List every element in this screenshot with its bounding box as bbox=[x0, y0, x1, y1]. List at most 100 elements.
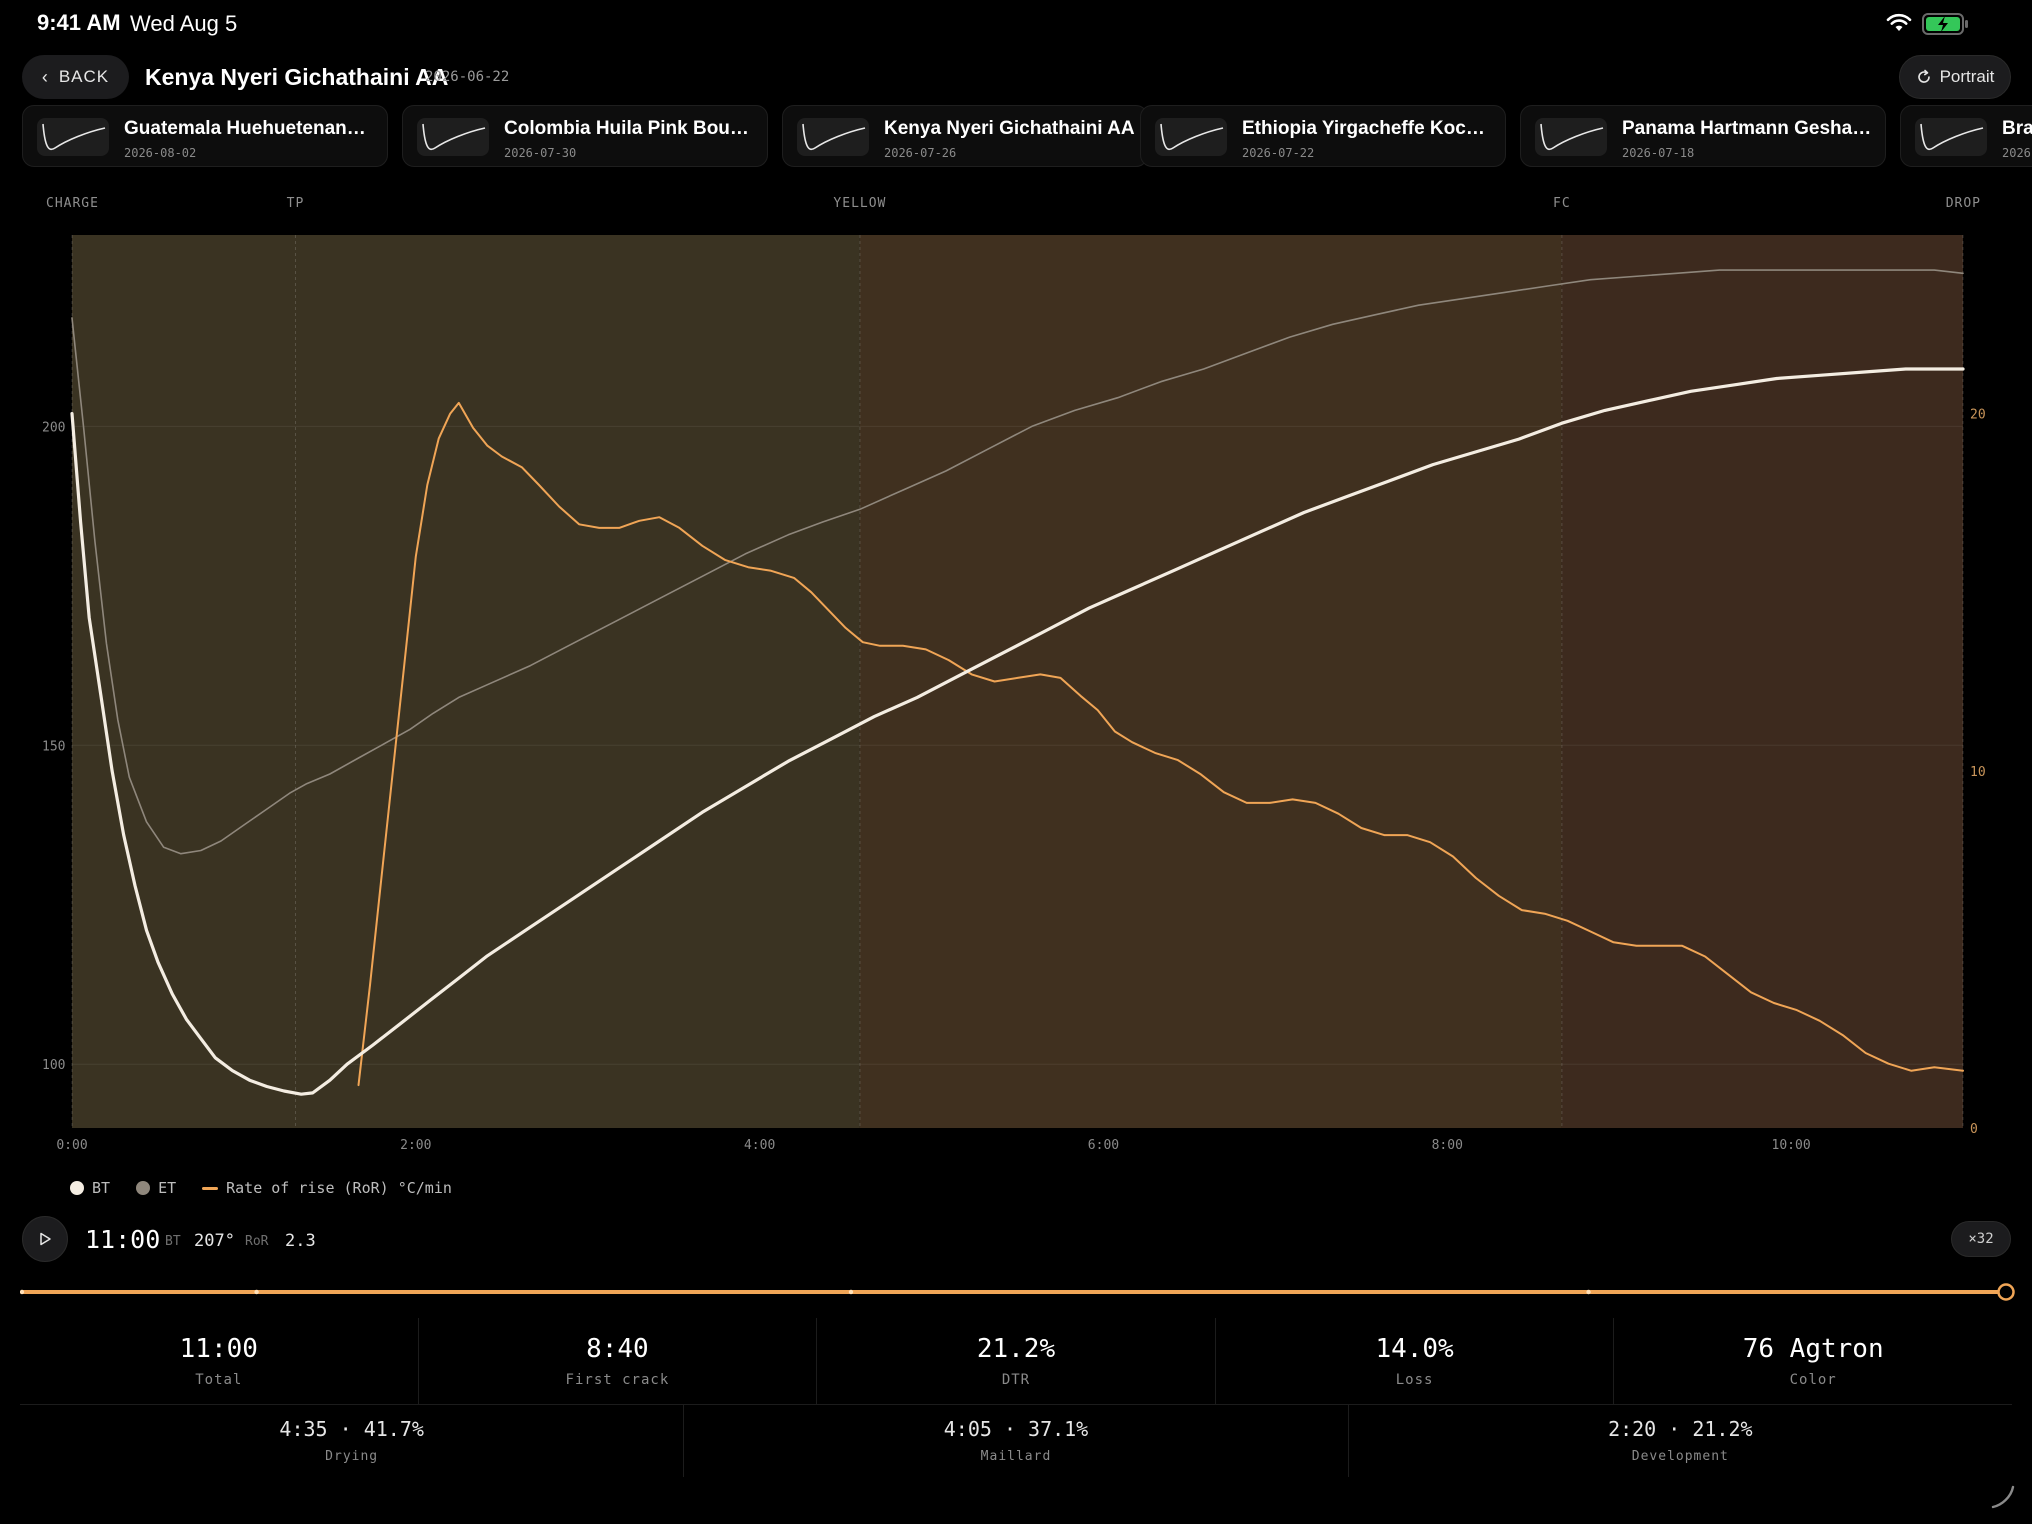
x-tick-label: 8:00 bbox=[1432, 1138, 1463, 1153]
back-button[interactable]: ‹ BACK bbox=[22, 55, 129, 99]
roast-stats: 11:00 Total 8:40 First crack 21.2% DTR 1… bbox=[20, 1318, 2012, 1404]
wifi-icon bbox=[1886, 13, 1912, 31]
stat-label: First crack bbox=[565, 1372, 670, 1388]
page-title: Kenya Nyeri Gichathaini AA bbox=[145, 64, 449, 90]
status-time: 9:41 AM bbox=[37, 10, 121, 35]
x-tick-label: 6:00 bbox=[1088, 1138, 1119, 1153]
y2-tick-label: 0 bbox=[1970, 1122, 1978, 1137]
stats-divider bbox=[20, 1404, 2012, 1405]
play-button[interactable] bbox=[22, 1216, 68, 1262]
phase-stats: 4:35 · 41.7% Drying 4:05 · 37.1% Maillar… bbox=[20, 1405, 2012, 1477]
rotate-icon bbox=[1917, 69, 1930, 83]
stat-label: Color bbox=[1789, 1372, 1837, 1388]
playback-bt-value: 207° bbox=[194, 1231, 235, 1251]
roast-card-date: 2026-07-30 bbox=[504, 146, 577, 160]
event-label: YELLOW bbox=[833, 196, 886, 211]
legend-item-bt: BT bbox=[70, 1179, 110, 1197]
scrubber-event-mark bbox=[254, 1289, 259, 1295]
playback-time: 11:00 bbox=[85, 1225, 161, 1254]
roast-card[interactable]: Guatemala Huehuetenango El Injerto Pacam… bbox=[22, 105, 388, 167]
x-tick-label: 0:00 bbox=[56, 1138, 87, 1153]
playback-bt-label: BT bbox=[165, 1234, 181, 1249]
back-button-label: BACK bbox=[58, 67, 110, 86]
stat-label: Total bbox=[195, 1372, 243, 1388]
roast-card-date: 2026-07-14 bbox=[2002, 146, 2032, 160]
stat-dtr: 21.2% DTR bbox=[817, 1318, 1216, 1404]
event-label: CHARGE bbox=[46, 196, 99, 211]
playback-ror-value: 2.3 bbox=[285, 1231, 316, 1251]
stat-value: 21.2% bbox=[976, 1334, 1056, 1364]
stat-loss: 14.0% Loss bbox=[1216, 1318, 1615, 1404]
event-label: TP bbox=[287, 196, 305, 211]
roast-date: 2026-06-22 bbox=[425, 69, 510, 85]
resize-handle-icon[interactable] bbox=[1990, 1484, 2016, 1510]
event-label: FC bbox=[1553, 196, 1571, 211]
stat-label: DTR bbox=[1001, 1372, 1031, 1388]
phase-label: Maillard bbox=[980, 1449, 1052, 1464]
roast-card[interactable]: Ethiopia Yirgacheffe Kochere Washed 2026… bbox=[1140, 105, 1506, 167]
playback-ror-label: RoR bbox=[245, 1234, 269, 1249]
y2-tick-label: 20 bbox=[1970, 408, 1986, 423]
roast-card[interactable]: Colombia Huila Pink Bourbon 2026-07-30 bbox=[402, 105, 768, 167]
roast-thumbnail bbox=[37, 118, 109, 156]
et-series-line bbox=[71, 269, 1964, 855]
phase-label: Development bbox=[1631, 1449, 1729, 1464]
x-tick-label: 4:00 bbox=[744, 1138, 775, 1153]
roast-card[interactable]: Brazil 2026-07-14 bbox=[1900, 105, 2032, 167]
play-icon bbox=[40, 1232, 51, 1246]
scrubber-event-mark bbox=[1586, 1289, 1591, 1295]
legend-ror-label: Rate of rise (RoR) °C/min bbox=[226, 1179, 452, 1197]
ror-series-line bbox=[357, 401, 1964, 1087]
y-tick-label: 200 bbox=[42, 420, 65, 435]
legend-item-et: ET bbox=[136, 1179, 176, 1197]
roast-card-name: Colombia Huila Pink Bourbon bbox=[504, 118, 756, 139]
x-tick-label: 10:00 bbox=[1772, 1138, 1811, 1153]
roast-thumbnail bbox=[1915, 118, 1987, 156]
phase-band bbox=[72, 235, 860, 1128]
legend-item-ror: Rate of rise (RoR) °C/min bbox=[202, 1179, 452, 1197]
portrait-button[interactable]: Portrait bbox=[1899, 55, 2011, 99]
scrubber-event-mark bbox=[848, 1289, 854, 1295]
bt-series-line bbox=[70, 367, 1965, 1096]
roast-thumbnail bbox=[417, 118, 489, 156]
portrait-button-label: Portrait bbox=[1939, 67, 1995, 86]
roast-card[interactable]: Kenya Nyeri Gichathaini AA 2026-07-26 bbox=[782, 105, 1148, 167]
roast-card-date: 2026-08-02 bbox=[124, 146, 197, 160]
x-tick-label: 2:00 bbox=[400, 1138, 431, 1153]
phase-value: 4:35 · 41.7% bbox=[279, 1417, 424, 1441]
roast-card-strip: Guatemala Huehuetenango El Injerto Pacam… bbox=[22, 105, 2032, 167]
phase-band bbox=[1561, 235, 1963, 1128]
y-tick-label: 150 bbox=[42, 739, 65, 754]
stat-value: 8:40 bbox=[586, 1334, 649, 1364]
phase-band bbox=[859, 235, 1562, 1128]
stat-value: 76 Agtron bbox=[1742, 1334, 1884, 1364]
event-label: DROP bbox=[1946, 196, 1981, 211]
roast-card[interactable]: Panama Hartmann Gesha Natural 2026-07-18 bbox=[1520, 105, 1886, 167]
roast-card-name: Brazil bbox=[2002, 118, 2032, 139]
roast-thumbnail bbox=[797, 118, 869, 156]
y2-tick-label: 10 bbox=[1970, 765, 1986, 780]
roast-card-date: 2026-07-26 bbox=[884, 146, 957, 160]
stat-value: 14.0% bbox=[1375, 1334, 1454, 1364]
roast-card-date: 2026-07-22 bbox=[1242, 146, 1315, 160]
stat-value: 11:00 bbox=[179, 1334, 258, 1364]
roast-card-name: Kenya Nyeri Gichathaini AA bbox=[884, 118, 1135, 139]
roast-card-name: Ethiopia Yirgacheffe Kochere Washed bbox=[1242, 118, 1494, 139]
scrubber-event-mark bbox=[20, 1289, 25, 1295]
phase-value: 4:05 · 37.1% bbox=[943, 1417, 1089, 1441]
stat-total: 11:00 Total bbox=[20, 1318, 419, 1404]
battery-charging-icon bbox=[1922, 13, 1968, 35]
chevron-left-icon: ‹ bbox=[41, 66, 49, 87]
playback-speed-button[interactable]: ×32 bbox=[1951, 1221, 2011, 1257]
chart-legend: BT ET Rate of rise (RoR) °C/min bbox=[70, 1177, 452, 1199]
roast-card-date: 2026-07-18 bbox=[1622, 146, 1695, 160]
roast-curve-chart: CHARGE TP YELLOW FC DROP 0:00 2:00 4:00 6:00 8:00… bbox=[42, 196, 1986, 1153]
status-bar: 9:41 AM Wed Aug 5 bbox=[0, 0, 2032, 48]
phase-label: Drying bbox=[325, 1449, 379, 1464]
ror-swatch-icon bbox=[202, 1186, 219, 1190]
playback-scrubber[interactable] bbox=[20, 1280, 2018, 1304]
et-swatch-icon bbox=[136, 1181, 151, 1195]
legend-et-label: ET bbox=[158, 1179, 177, 1197]
stat-color: 76 Agtron Color bbox=[1614, 1318, 2012, 1404]
scrubber-thumb[interactable] bbox=[1997, 1283, 2015, 1301]
